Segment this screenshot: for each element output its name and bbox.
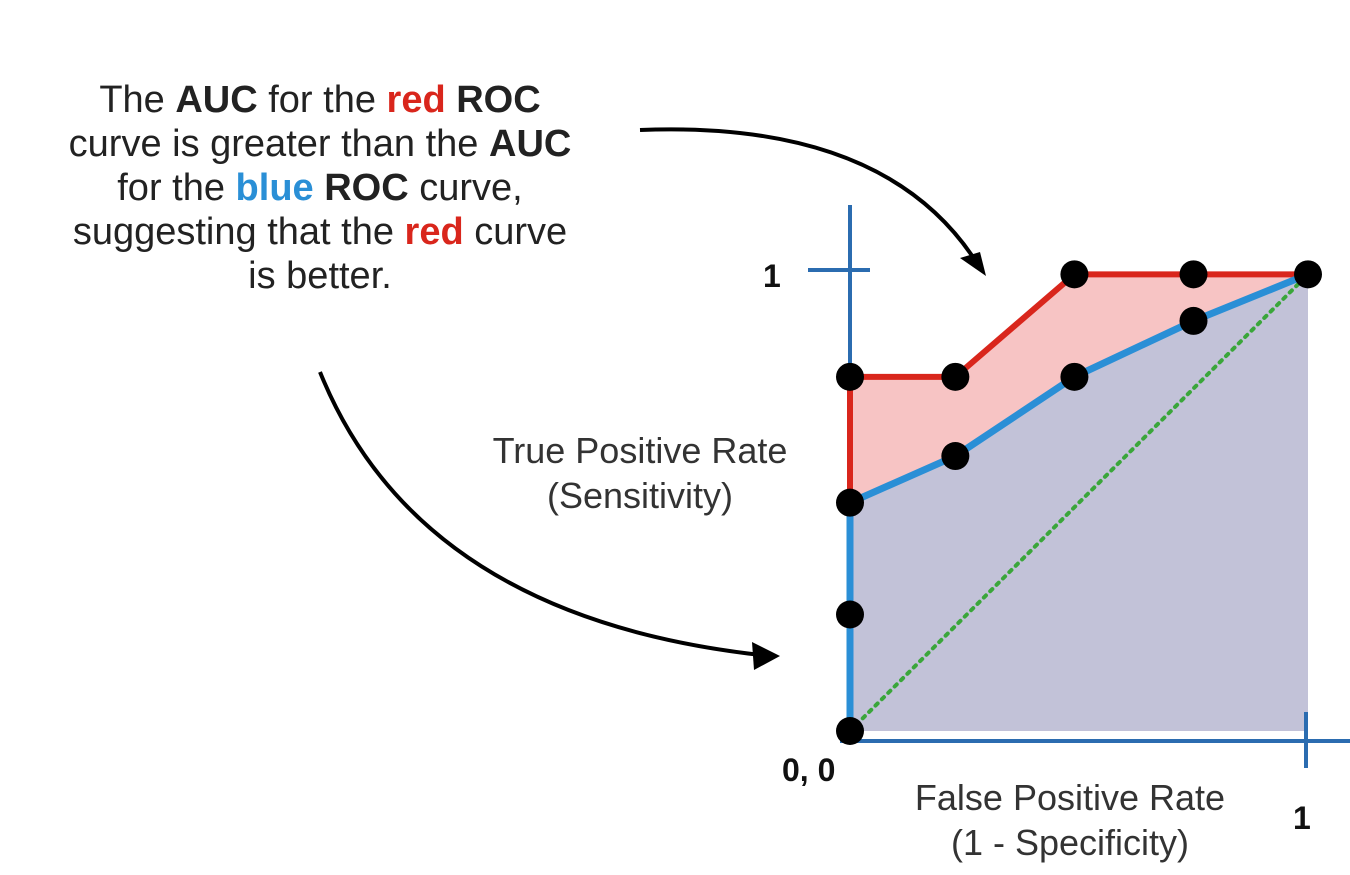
caption-seg: for the xyxy=(117,167,236,209)
caption-seg: for the xyxy=(257,79,387,121)
caption-seg: curve xyxy=(463,211,568,253)
y-axis-label-line-2: (Sensitivity) xyxy=(546,475,734,516)
arrow-to-red-curve xyxy=(639,127,982,270)
data-point xyxy=(1179,260,1208,289)
y-axis-label-line-1: True Positive Rate xyxy=(492,430,788,471)
caption-blue: blue xyxy=(235,167,314,209)
data-point xyxy=(941,362,970,391)
caption-seg xyxy=(314,167,325,209)
caption-line-2: curve is greater than the AUC xyxy=(10,122,630,166)
data-point xyxy=(836,488,864,517)
caption-seg: curve, xyxy=(408,167,523,209)
caption-line-4: suggesting that the red curve xyxy=(10,210,630,254)
x-axis-label: False Positive Rate (1 - Specificity) xyxy=(870,775,1270,865)
arrowhead-red xyxy=(960,252,986,276)
data-points xyxy=(836,260,1322,745)
data-point xyxy=(836,600,864,629)
caption-seg: is better. xyxy=(248,255,392,297)
caption-roc: ROC xyxy=(324,167,409,209)
data-point xyxy=(1060,362,1089,391)
caption-seg: suggesting that the xyxy=(72,211,405,253)
caption-auc: AUC xyxy=(489,123,572,165)
diagonal-reference-line xyxy=(848,272,1310,733)
arrow-to-blue-curve xyxy=(318,371,771,658)
caption-line-5: is better. xyxy=(10,254,630,298)
caption-seg xyxy=(446,79,457,121)
diagonal-reference xyxy=(848,272,1310,733)
caption-text: The AUC for the red ROC curve is greater… xyxy=(10,78,630,298)
data-point xyxy=(836,717,864,745)
data-point xyxy=(1294,260,1322,289)
y-axis-label: True Positive Rate (Sensitivity) xyxy=(440,428,840,518)
caption-roc: ROC xyxy=(456,79,541,121)
data-point xyxy=(941,442,970,471)
caption-auc: AUC xyxy=(175,79,258,121)
caption-line-1: The AUC for the red ROC xyxy=(10,78,630,122)
x-axis-label-line-2: (1 - Specificity) xyxy=(950,822,1190,863)
data-point xyxy=(1060,260,1089,289)
data-point xyxy=(1179,306,1208,335)
arrowhead-blue xyxy=(752,642,780,670)
caption-line-3: for the blue ROC curve, xyxy=(10,166,630,210)
caption-red: red xyxy=(404,211,464,253)
x-axis-label-line-1: False Positive Rate xyxy=(914,777,1226,818)
annotation-arrows xyxy=(318,127,986,670)
blue-roc-curve xyxy=(846,270,1312,735)
caption-seg: curve is greater than the xyxy=(68,123,489,165)
caption-seg: The xyxy=(99,79,176,121)
caption-red: red xyxy=(386,79,446,121)
x-tick-label-max: 1 xyxy=(1293,800,1311,836)
data-point xyxy=(836,362,864,391)
y-tick-label-max: 1 xyxy=(763,258,781,294)
origin-tick-label: 0, 0 xyxy=(782,752,836,788)
